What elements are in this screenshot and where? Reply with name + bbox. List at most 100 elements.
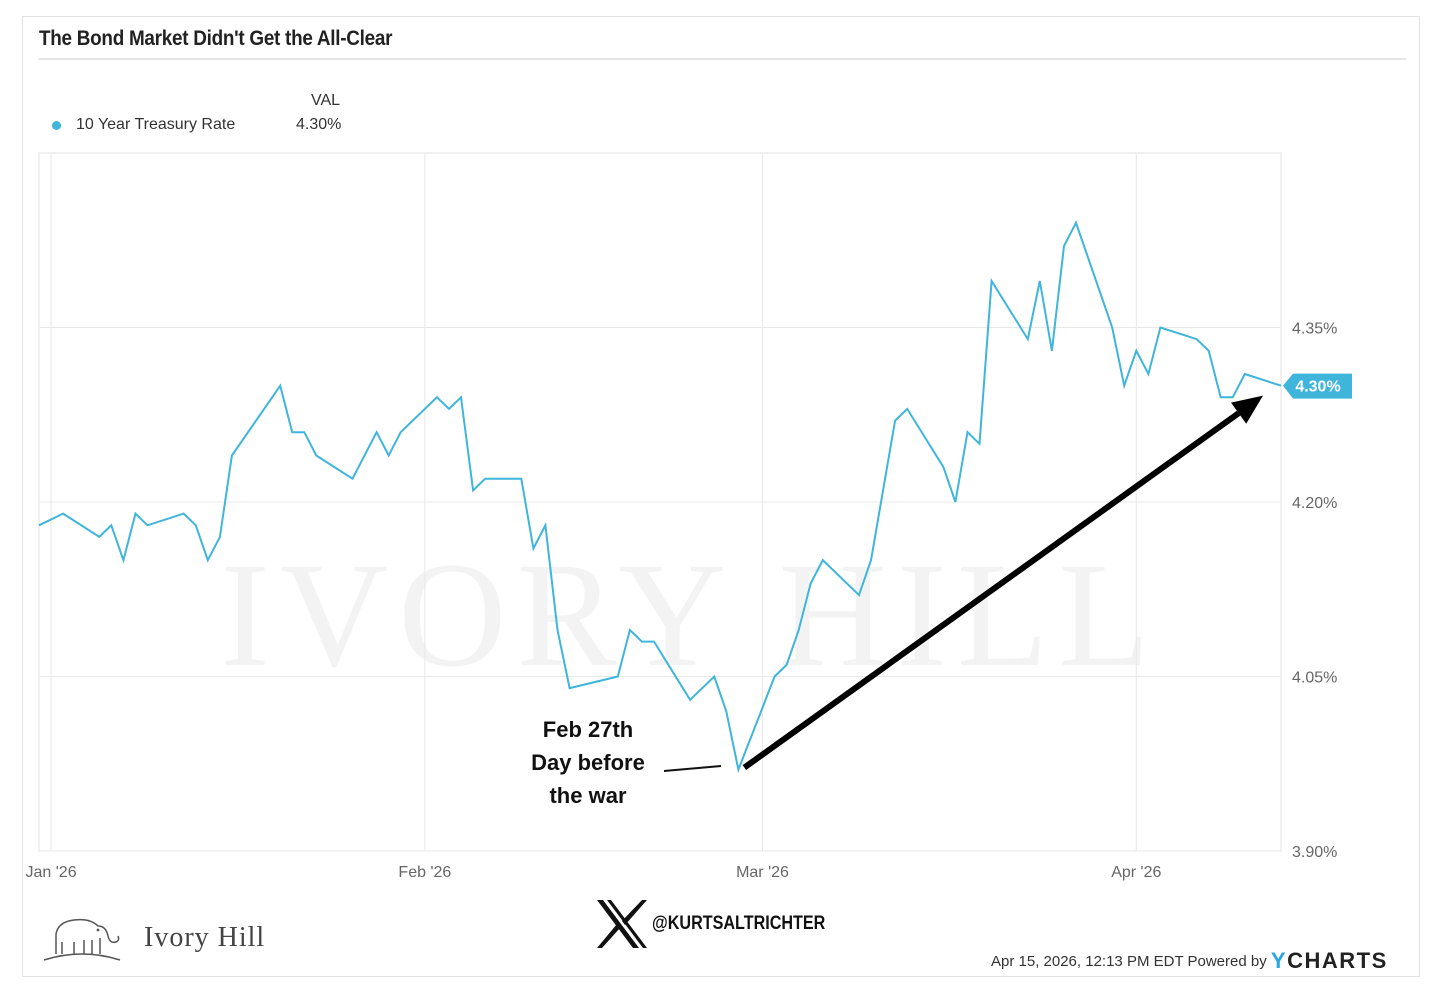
annotation-line: the war — [549, 783, 627, 808]
x-tick-label: Apr '26 — [1111, 864, 1161, 881]
x-handle-text: @KURTSALTRICHTER — [652, 913, 826, 934]
data-point — [820, 557, 826, 563]
x-logo-icon — [597, 900, 647, 948]
data-point — [1206, 348, 1212, 354]
data-point — [1037, 278, 1043, 284]
data-point — [1145, 371, 1151, 377]
data-point — [132, 511, 138, 517]
data-point — [1109, 325, 1115, 331]
annotation-arrow-shaft — [742, 410, 1241, 771]
x-tick-label: Jan '26 — [26, 864, 77, 881]
data-point — [1157, 325, 1163, 331]
x-tick-label: Feb '26 — [398, 864, 451, 881]
x-handle[interactable]: @KURTSALTRICHTER — [594, 898, 856, 950]
data-point — [868, 557, 874, 563]
data-point — [952, 499, 958, 505]
data-point — [1242, 371, 1248, 377]
data-point — [1025, 336, 1031, 342]
data-point — [398, 429, 404, 435]
data-point — [904, 406, 910, 412]
y-tick-label: 3.90% — [1292, 844, 1337, 861]
annotation-arrow-head — [1231, 395, 1263, 424]
data-point — [301, 429, 307, 435]
data-point — [1218, 394, 1224, 400]
data-point — [615, 674, 621, 680]
last-value-label: 4.30% — [1295, 379, 1340, 396]
data-point — [796, 627, 802, 633]
chart-title: The Bond Market Didn't Get the All-Clear — [39, 27, 393, 50]
data-point — [386, 452, 392, 458]
data-point — [555, 627, 561, 633]
data-point — [639, 639, 645, 645]
data-point — [289, 429, 295, 435]
data-point — [313, 452, 319, 458]
y-tick-label: 4.05% — [1292, 670, 1337, 687]
data-point — [350, 476, 356, 482]
data-point — [784, 662, 790, 668]
data-point — [193, 522, 199, 528]
x-tick-label: Mar '26 — [736, 864, 789, 881]
data-point — [1194, 336, 1200, 342]
data-point — [808, 580, 814, 586]
y-tick-label: 4.20% — [1292, 495, 1337, 512]
data-point — [530, 546, 536, 552]
data-point — [181, 511, 187, 517]
data-point — [892, 418, 898, 424]
data-point — [1133, 348, 1139, 354]
data-point — [374, 429, 380, 435]
data-point — [1049, 348, 1055, 354]
series-line-10-year-treasury — [38, 220, 1282, 774]
data-point — [446, 406, 452, 412]
data-point — [518, 476, 524, 482]
annotation-text: Feb 27th Day before the war — [500, 713, 676, 812]
timestamp-text: Apr 15, 2026, 12:13 PM EDT Powered by — [991, 953, 1267, 970]
data-point — [229, 452, 235, 458]
data-point — [567, 685, 573, 691]
data-point — [687, 697, 693, 703]
elephant-icon — [43, 918, 121, 961]
data-point — [735, 767, 741, 773]
ycharts-rest: CHARTS — [1287, 948, 1388, 973]
legend-column-header: VAL — [311, 92, 341, 109]
legend-series-name[interactable]: 10 Year Treasury Rate — [76, 116, 236, 133]
data-point — [96, 534, 102, 540]
data-point — [1121, 383, 1127, 389]
watermark-text: IVORY HILL — [220, 532, 1160, 698]
data-point — [470, 487, 476, 493]
data-point — [711, 674, 717, 680]
ivory-hill-logo-text: Ivory Hill — [144, 922, 266, 953]
data-point — [458, 394, 464, 400]
data-point — [723, 708, 729, 714]
data-point — [482, 476, 488, 482]
data-point — [772, 674, 778, 680]
data-point — [940, 464, 946, 470]
legend-series-dot — [52, 121, 61, 130]
data-point — [145, 522, 151, 528]
data-point — [964, 429, 970, 435]
annotation-leader-line — [663, 765, 722, 772]
data-point — [217, 534, 223, 540]
ycharts-y: Y — [1270, 948, 1288, 973]
data-point — [120, 557, 126, 563]
data-point — [205, 557, 211, 563]
legend-series-value: 4.30% — [296, 116, 342, 133]
data-point — [60, 511, 66, 517]
ycharts-logo[interactable]: YCHARTS — [1271, 948, 1388, 973]
data-point — [542, 522, 548, 528]
ivory-hill-logo: Ivory Hill — [40, 912, 265, 964]
data-point — [989, 278, 995, 284]
data-point — [108, 522, 114, 528]
data-point — [651, 639, 657, 645]
data-point — [1061, 243, 1067, 249]
data-point — [627, 627, 633, 633]
title-divider — [38, 58, 1406, 60]
data-point — [1073, 220, 1079, 226]
annotation-line: Feb 27th — [542, 717, 634, 742]
data-point — [856, 592, 862, 598]
footer-timestamp: Apr 15, 2026, 12:13 PM EDT Powered by YC… — [991, 948, 1388, 974]
last-value-badge — [1283, 373, 1352, 399]
data-point — [36, 522, 42, 528]
data-point — [1230, 394, 1236, 400]
annotation-line: Day before — [531, 750, 645, 775]
